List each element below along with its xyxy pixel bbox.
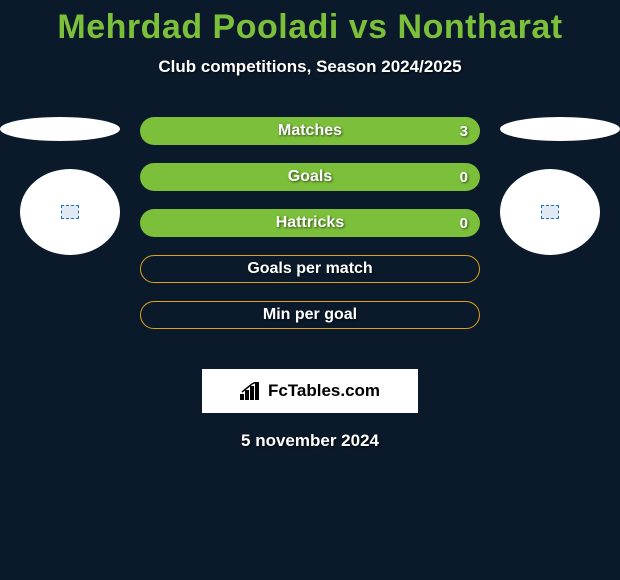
bar-chart-icon <box>240 382 262 400</box>
stat-label: Matches <box>278 122 342 140</box>
stat-value: 0 <box>460 215 468 232</box>
brand-badge: FcTables.com <box>202 369 418 413</box>
stat-rows: Matches 3 Goals 0 Hattricks 0 Goals per … <box>140 117 480 329</box>
subtitle: Club competitions, Season 2024/2025 <box>0 57 620 77</box>
stat-label: Goals per match <box>247 260 372 278</box>
stat-row-goals: Goals 0 <box>140 163 480 191</box>
stat-label: Min per goal <box>263 306 357 324</box>
brand-text: FcTables.com <box>268 381 380 401</box>
stat-row-goals-per-match: Goals per match <box>140 255 480 283</box>
flag-icon <box>541 205 559 219</box>
stat-label: Hattricks <box>276 214 344 232</box>
player-right-ellipse <box>500 117 620 141</box>
player-right-avatar <box>500 169 600 255</box>
page-title: Mehrdad Pooladi vs Nontharat <box>0 0 620 47</box>
player-left-avatar <box>20 169 120 255</box>
stat-row-hattricks: Hattricks 0 <box>140 209 480 237</box>
stat-row-matches: Matches 3 <box>140 117 480 145</box>
stat-label: Goals <box>288 168 332 186</box>
player-left-ellipse <box>0 117 120 141</box>
flag-icon <box>61 205 79 219</box>
stat-row-min-per-goal: Min per goal <box>140 301 480 329</box>
stat-value: 3 <box>460 123 468 140</box>
stat-value: 0 <box>460 169 468 186</box>
date-label: 5 november 2024 <box>0 431 620 451</box>
comparison-stage: Matches 3 Goals 0 Hattricks 0 Goals per … <box>0 117 620 347</box>
